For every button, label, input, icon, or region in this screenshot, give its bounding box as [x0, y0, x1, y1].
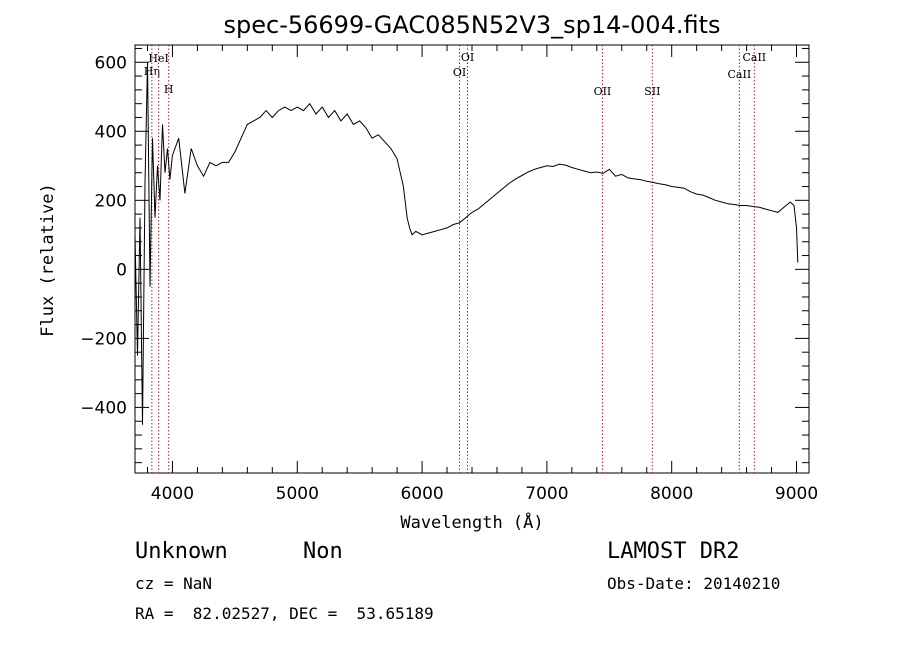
y-tick-label: 0	[116, 260, 127, 280]
spectral-line-label: CaII	[742, 51, 766, 64]
spectral-line-label: OI	[461, 51, 474, 64]
survey-name: LAMOST DR2	[607, 539, 740, 564]
object-class: Unknown	[135, 539, 228, 564]
spectral-line-label: Hη	[144, 65, 160, 78]
y-tick-label: 400	[95, 122, 127, 142]
x-axis-label: Wavelength (Å)	[400, 511, 543, 533]
object-subclass: Non	[303, 539, 343, 564]
spectral-line-label: OII	[594, 85, 612, 98]
coordinates: RA = 82.02527, DEC = 53.65189	[135, 604, 434, 623]
y-tick-label: −400	[80, 398, 127, 418]
y-axis-label: Flux (relative)	[38, 183, 58, 337]
spectral-line-label: SII	[644, 85, 660, 98]
plot-frame	[134, 44, 810, 474]
x-tick-label: 6000	[400, 484, 443, 504]
y-tick-label: −200	[80, 329, 127, 349]
obs-date: Obs-Date: 20140210	[607, 574, 781, 593]
x-tick-label: 9000	[775, 484, 818, 504]
y-tick-label: 200	[95, 191, 127, 211]
x-tick-label: 4000	[151, 484, 194, 504]
axis-ticks: 4000 5000 6000 7000 8000 9000 −400 −200 0 200 400 6…	[80, 45, 818, 504]
spectral-line-label: H	[164, 83, 174, 96]
chart-title: spec-56699-GAC085N52V3_sp14-004.fits	[224, 11, 721, 39]
x-tick-label: 8000	[650, 484, 693, 504]
spectrum-line	[134, 62, 799, 425]
redshift-cz: cz = NaN	[135, 574, 213, 593]
spectral-line-label: CaII	[728, 68, 752, 81]
spectral-line-label: OI	[453, 66, 466, 79]
spectral-line-label: HeI	[148, 52, 168, 65]
x-tick-label: 5000	[276, 484, 319, 504]
x-tick-label: 7000	[525, 484, 568, 504]
y-tick-label: 600	[95, 53, 127, 73]
